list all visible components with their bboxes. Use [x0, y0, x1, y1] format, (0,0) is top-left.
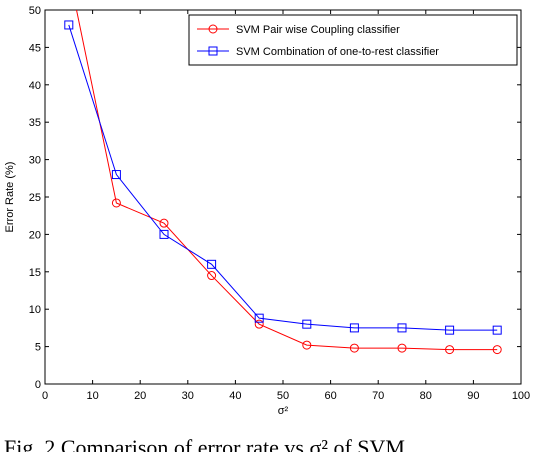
legend-label: SVM Pair wise Coupling classifier — [236, 24, 400, 36]
data-point-square — [207, 259, 217, 269]
series-layer — [64, 10, 502, 355]
data-point-circle — [349, 343, 359, 353]
x-tick-label: 80 — [420, 390, 432, 402]
legend-label: SVM Combination of one-to-rest classifie… — [236, 46, 439, 58]
data-point-circle — [207, 271, 217, 281]
x-tick-label: 70 — [372, 390, 384, 402]
data-point-circle — [492, 345, 502, 355]
series-line — [76, 10, 498, 351]
data-point-circle — [111, 198, 121, 208]
legend-box — [188, 14, 518, 66]
data-point-circle — [302, 340, 312, 350]
data-point-square — [492, 325, 502, 335]
data-point-circle — [159, 218, 169, 228]
y-tick-label: 50 — [29, 5, 41, 17]
y-tick-label: 40 — [29, 80, 41, 92]
x-tick-label: 0 — [42, 390, 48, 402]
data-point-square — [159, 229, 169, 239]
x-tick-label: 50 — [277, 390, 289, 402]
data-point-square — [349, 323, 359, 333]
legend-entry-2: SVM Combination of one-to-rest classifie… — [197, 46, 439, 58]
legend-entry-1: SVM Pair wise Coupling classifier — [197, 24, 400, 36]
x-tick-label: 10 — [86, 390, 98, 402]
y-axis-label: Error Rate (%) — [4, 162, 16, 233]
y-tick-label: 25 — [29, 192, 41, 204]
legend-square-marker — [208, 46, 218, 56]
y-tick-label: 45 — [29, 42, 41, 54]
data-point-circle — [445, 345, 455, 355]
legend: SVM Pair wise Coupling classifier SVM Com… — [188, 14, 518, 66]
data-point-circle — [397, 343, 407, 353]
data-point-square — [111, 170, 121, 180]
y-tick-label: 30 — [29, 155, 41, 167]
y-tick-label: 10 — [29, 304, 41, 316]
data-point-square — [445, 325, 455, 335]
x-tick-label: 60 — [324, 390, 336, 402]
series-line — [68, 24, 498, 331]
x-tick-label: 100 — [512, 390, 530, 402]
x-tick-label: 90 — [467, 390, 479, 402]
data-point-square — [302, 319, 312, 329]
data-point-square — [64, 20, 74, 30]
data-point-square — [397, 323, 407, 333]
line-chart: 0 10 20 30 40 50 60 70 80 90 100 0 5 10 15 20 25 30 35 40 45… — [4, 5, 530, 417]
series-2 — [64, 20, 502, 335]
axis-ticks: 0 10 20 30 40 50 60 70 80 90 100 0 5 10 15 20 25 30 35 40 45… — [29, 5, 530, 402]
y-tick-label: 15 — [29, 267, 41, 279]
y-tick-label: 35 — [29, 117, 41, 129]
x-tick-label: 20 — [134, 390, 146, 402]
data-point-circle — [254, 319, 264, 329]
y-tick-label: 0 — [35, 379, 41, 391]
y-tick-label: 20 — [29, 229, 41, 241]
series-1 — [76, 10, 502, 355]
data-point-square — [254, 313, 264, 323]
x-axis-label: σ² — [278, 405, 289, 417]
legend-circle-marker — [208, 24, 218, 34]
x-tick-label: 40 — [229, 390, 241, 402]
x-tick-label: 30 — [182, 390, 194, 402]
y-tick-label: 5 — [35, 342, 41, 354]
plot-area — [44, 9, 522, 385]
figure-caption: Fig. 2 Comparison of error rate vs σ² of… — [4, 436, 405, 452]
